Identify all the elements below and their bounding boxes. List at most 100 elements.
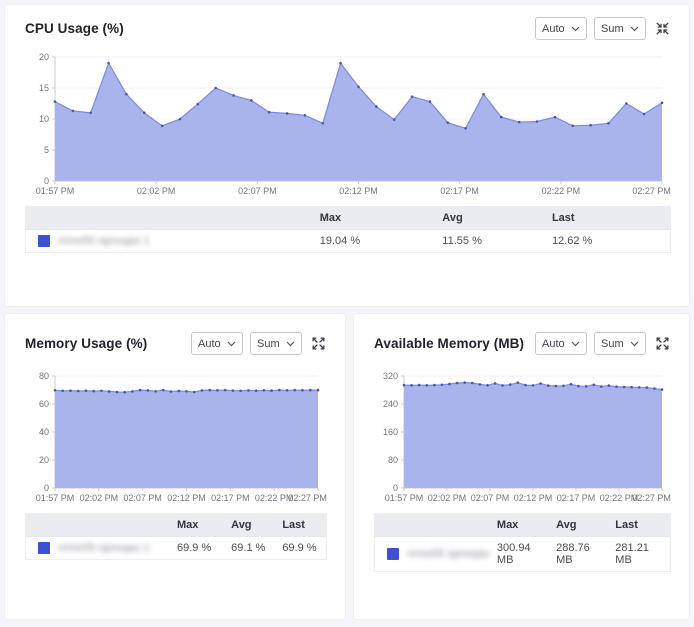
svg-text:02:12 PM: 02:12 PM	[514, 493, 553, 503]
available-memory-chart[interactable]: 0 80 160 240 320 01:57 PM 02:02 PM 02:07 PM 02:1…	[374, 369, 671, 505]
available-memory-aggregation-select[interactable]: Sum	[594, 332, 646, 355]
available-memory-scale-select[interactable]: Auto	[535, 332, 587, 355]
svg-text:02:27 PM: 02:27 PM	[288, 493, 327, 503]
svg-text:0: 0	[44, 483, 49, 493]
collapse-icon	[655, 22, 670, 39]
available-memory-panel-header: Available Memory (MB) Auto Sum	[374, 332, 671, 355]
memory-panel-title: Memory Usage (%)	[25, 336, 148, 351]
series-label-redacted: nrmo55 opnxqau 1	[58, 235, 150, 247]
avg-column-header: Avg	[556, 519, 577, 531]
max-value: 19.04 %	[315, 229, 439, 253]
available-memory-stats-table: Max Avg Last nrmo55 opnxqau 1 300.94 MB …	[374, 513, 671, 572]
svg-text:02:17 PM: 02:17 PM	[211, 493, 250, 503]
chevron-down-icon	[286, 338, 295, 350]
chevron-down-icon	[571, 23, 580, 35]
last-column-header: Last	[615, 519, 638, 531]
avg-column-header: Avg	[231, 519, 252, 531]
chevron-down-icon	[630, 338, 639, 350]
memory-panel-header: Memory Usage (%) Auto Sum	[25, 332, 327, 355]
series-column-header	[26, 207, 316, 230]
series-color-swatch	[38, 542, 50, 554]
cpu-scale-select[interactable]: Auto	[535, 17, 587, 40]
max-value: 69.9 %	[172, 536, 228, 560]
svg-text:02:27 PM: 02:27 PM	[632, 493, 671, 503]
svg-text:02:07 PM: 02:07 PM	[123, 493, 162, 503]
memory-aggregation-select[interactable]: Sum	[250, 332, 302, 355]
panel-available-memory: Available Memory (MB) Auto Sum	[353, 313, 690, 620]
available-memory-scale-select-value: Auto	[542, 337, 565, 350]
svg-text:160: 160	[383, 427, 398, 437]
svg-text:02:02 PM: 02:02 PM	[80, 493, 119, 503]
svg-text:15: 15	[39, 83, 49, 93]
memory-aggregation-select-value: Sum	[257, 337, 280, 350]
svg-text:01:57 PM: 01:57 PM	[385, 493, 424, 503]
svg-text:40: 40	[39, 427, 49, 437]
table-row[interactable]: nrmo55 opnxqau 1 69.9 % 69.1 % 69.9 %	[25, 536, 327, 560]
chevron-down-icon	[227, 338, 236, 350]
svg-text:02:07 PM: 02:07 PM	[471, 493, 510, 503]
svg-text:02:12 PM: 02:12 PM	[167, 493, 206, 503]
svg-text:02:22 PM: 02:22 PM	[542, 186, 581, 196]
max-column-header: Max	[176, 519, 199, 531]
memory-expand-button[interactable]	[309, 335, 327, 353]
table-header-row: Max Avg Last	[374, 513, 671, 537]
series-color-swatch	[387, 548, 399, 560]
svg-text:20: 20	[39, 455, 49, 465]
expand-icon	[655, 337, 670, 354]
last-value: 69.9 %	[278, 536, 327, 560]
chevron-down-icon	[571, 338, 580, 350]
cpu-collapse-button[interactable]	[653, 20, 671, 38]
svg-text:02:22 PM: 02:22 PM	[600, 493, 639, 503]
svg-text:02:27 PM: 02:27 PM	[632, 186, 671, 196]
available-memory-aggregation-select-value: Sum	[601, 337, 624, 350]
cpu-panel-title: CPU Usage (%)	[25, 21, 124, 36]
svg-text:80: 80	[39, 371, 49, 381]
series-column-header	[375, 514, 493, 537]
panel-memory-usage: Memory Usage (%) Auto Sum	[4, 313, 346, 620]
series-label-redacted: nrmo55 opnxqau 1	[58, 542, 150, 554]
svg-text:02:02 PM: 02:02 PM	[428, 493, 467, 503]
svg-text:10: 10	[39, 114, 49, 124]
memory-scale-select[interactable]: Auto	[191, 332, 243, 355]
series-label-redacted: nrmo55 opnxqau 1	[407, 548, 489, 560]
svg-text:02:12 PM: 02:12 PM	[339, 186, 378, 196]
panel-cpu-usage: CPU Usage (%) Auto Sum	[4, 4, 690, 307]
svg-text:02:17 PM: 02:17 PM	[557, 493, 596, 503]
memory-stats-table: Max Avg Last nrmo55 opnxqau 1 69.9 % 69.…	[25, 513, 327, 560]
svg-text:0: 0	[44, 176, 49, 186]
cpu-panel-header: CPU Usage (%) Auto Sum	[25, 17, 671, 40]
svg-text:5: 5	[44, 145, 49, 155]
max-value: 300.94 MB	[492, 536, 553, 572]
table-row[interactable]: nrmo55 opnxqau 1 300.94 MB 288.76 MB 281…	[374, 536, 671, 572]
svg-text:240: 240	[383, 399, 398, 409]
chevron-down-icon	[630, 23, 639, 35]
last-value: 12.62 %	[547, 229, 671, 253]
svg-text:80: 80	[388, 455, 398, 465]
last-column-header: Last	[282, 519, 305, 531]
series-color-swatch	[38, 235, 50, 247]
max-column-header: Max	[496, 519, 519, 531]
avg-column-header: Avg	[442, 212, 463, 224]
memory-scale-select-value: Auto	[198, 337, 221, 350]
table-header-row: Max Avg Last	[25, 206, 671, 230]
svg-text:0: 0	[393, 483, 398, 493]
avg-value: 11.55 %	[438, 229, 548, 253]
table-header-row: Max Avg Last	[25, 513, 327, 537]
memory-panel-controls: Auto Sum	[191, 332, 327, 355]
table-row[interactable]: nrmo55 opnxqau 1 19.04 % 11.55 % 12.62 %	[25, 229, 671, 253]
available-memory-panel-controls: Auto Sum	[535, 332, 671, 355]
last-value: 281.21 MB	[611, 536, 671, 572]
expand-icon	[311, 337, 326, 354]
svg-text:01:57 PM: 01:57 PM	[36, 493, 75, 503]
cpu-usage-chart[interactable]: 0 5 10 15 20 01:57 PM 02:02 PM 02:07 PM 02:12 PM…	[25, 50, 671, 198]
memory-usage-chart[interactable]: 0 20 40 60 80 01:57 PM 02:02 PM 02:07 PM 02:12 P…	[25, 369, 327, 505]
cpu-panel-controls: Auto Sum	[535, 17, 671, 40]
svg-text:02:07 PM: 02:07 PM	[238, 186, 277, 196]
cpu-stats-table: Max Avg Last nrmo55 opnxqau 1 19.04 % 11…	[25, 206, 671, 253]
available-memory-expand-button[interactable]	[653, 335, 671, 353]
svg-text:320: 320	[383, 371, 398, 381]
svg-text:60: 60	[39, 399, 49, 409]
cpu-aggregation-select[interactable]: Sum	[594, 17, 646, 40]
svg-text:20: 20	[39, 52, 49, 62]
